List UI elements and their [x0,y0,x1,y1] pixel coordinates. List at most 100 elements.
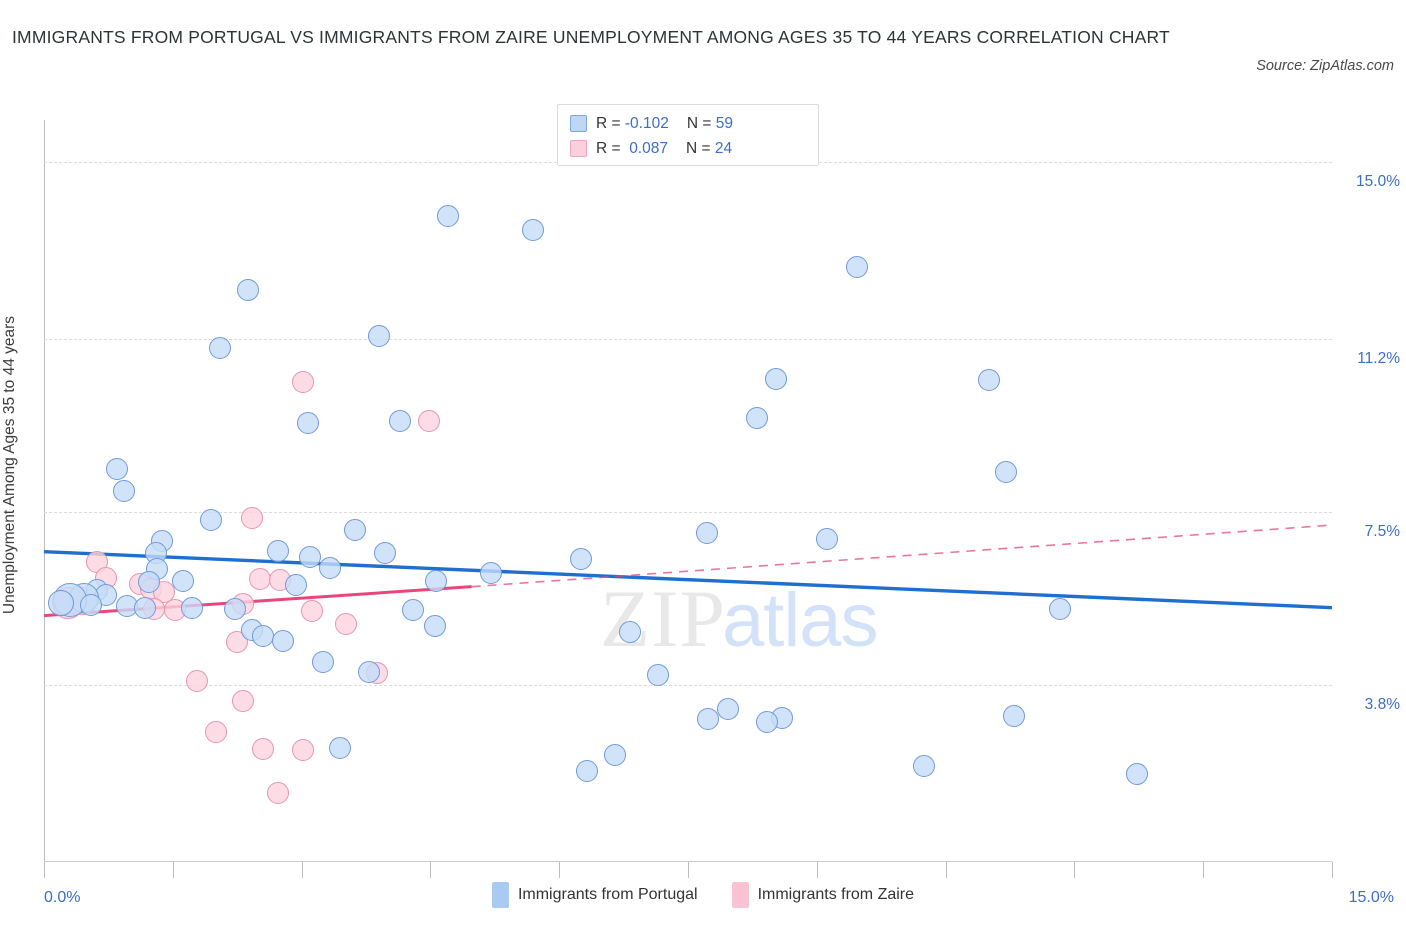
data-point-portugal[interactable] [137,571,160,593]
y-axis-label: 7.5% [1364,523,1400,540]
x-axis-min-label: 0.0% [44,889,81,906]
gridline [44,339,1332,341]
data-point-portugal[interactable] [357,660,380,683]
data-point-zaire[interactable] [335,613,358,635]
data-point-portugal[interactable] [846,255,869,278]
y-axis-title: Unemployment Among Ages 35 to 44 years [1,315,18,615]
data-point-portugal[interactable] [816,528,839,551]
data-point-portugal[interactable] [172,570,195,593]
data-point-portugal[interactable] [367,324,390,347]
y-axis-label: 11.2% [1357,350,1400,368]
data-point-portugal[interactable] [343,518,366,541]
data-point-portugal[interactable] [236,278,259,301]
data-point-zaire[interactable] [185,669,208,692]
data-point-zaire[interactable] [417,410,440,432]
data-point-portugal[interactable] [994,461,1017,484]
data-point-portugal[interactable] [646,664,669,687]
legend-item-zaire[interactable]: Immigrants from Zaire [731,882,915,908]
data-point-zaire[interactable] [240,506,263,529]
data-point-portugal[interactable] [425,569,448,592]
data-point-portugal[interactable] [134,596,157,619]
gridline [44,512,1332,513]
trend-line-portugal [43,549,1333,610]
legend-label-zaire: Immigrants from Zaire [757,886,915,903]
data-point-portugal[interactable] [271,630,294,653]
data-point-zaire[interactable] [292,371,315,394]
legend-color-portugal-icon [491,882,509,908]
data-point-portugal[interactable] [266,540,289,563]
data-point-portugal[interactable] [200,508,223,531]
data-point-portugal[interactable] [604,743,626,766]
data-point-portugal[interactable] [389,410,412,432]
data-point-zaire[interactable] [292,739,315,761]
x-axis-tick [44,862,45,878]
data-point-portugal[interactable] [1126,763,1149,786]
data-point-zaire[interactable] [266,781,289,804]
data-point-portugal[interactable] [479,561,502,584]
x-axis-tick [1332,862,1333,878]
plot-area: ZIPatlas [43,120,1333,878]
x-axis-tick [301,862,303,878]
trend-lines [43,524,1333,618]
x-axis-tick [430,862,432,878]
data-point-portugal[interactable] [180,596,203,619]
data-point-portugal[interactable] [1048,598,1071,621]
data-point-portugal[interactable] [251,624,274,647]
data-point-portugal[interactable] [209,336,232,359]
data-point-portugal[interactable] [318,557,341,579]
y-axis-label: 3.8% [1364,695,1400,713]
data-point-portugal[interactable] [112,480,135,502]
data-point-portugal[interactable] [423,615,446,638]
data-point-portugal[interactable] [717,698,740,721]
page-title: IMMIGRANTS FROM PORTUGAL VS IMMIGRANTS F… [12,27,1170,47]
data-point-portugal[interactable] [695,522,718,545]
data-point-zaire[interactable] [300,599,323,622]
data-point-portugal[interactable] [329,736,352,759]
correlation-text-portugal: R = -0.102 N = 59 [596,114,733,132]
series-legend: Immigrants from Portugal Immigrants from… [0,882,1406,908]
correlation-legend: R = -0.102 N = 59 R = 0.087 N = 24 [557,104,819,166]
data-point-portugal[interactable] [569,547,592,570]
data-point-portugal[interactable] [80,594,103,617]
x-axis-max-label: 15.0% [1348,889,1394,906]
data-point-zaire[interactable] [251,738,274,761]
legend-swatch-zaire [570,140,587,157]
data-point-portugal[interactable] [48,590,75,616]
x-axis-tick [1203,862,1205,878]
data-point-portugal[interactable] [913,755,936,778]
x-axis-tick [945,862,947,878]
gridline [44,684,1332,686]
data-point-portugal[interactable] [284,574,307,597]
data-point-portugal[interactable] [312,651,335,674]
x-axis-tick [688,862,689,878]
data-point-portugal[interactable] [522,218,545,241]
data-point-portugal[interactable] [618,621,641,644]
legend-item-portugal[interactable]: Immigrants from Portugal [491,882,698,908]
data-point-portugal[interactable] [105,458,128,481]
data-point-portugal[interactable] [402,599,425,621]
data-point-portugal[interactable] [755,711,778,733]
trend-line-zaire-solid [43,585,472,618]
data-point-portugal[interactable] [297,412,320,435]
data-point-zaire[interactable] [204,721,227,744]
data-point-portugal[interactable] [977,368,1000,391]
data-point-portugal[interactable] [299,546,322,569]
data-point-portugal[interactable] [764,367,787,390]
data-point-portugal[interactable] [745,406,768,429]
x-axis-line [44,861,1332,862]
trend-line-zaire-dashed [471,524,1333,588]
data-point-portugal[interactable] [1003,705,1026,728]
data-point-zaire[interactable] [249,567,272,590]
data-point-portugal[interactable] [373,542,396,565]
data-point-portugal[interactable] [696,707,719,730]
data-point-zaire[interactable] [232,690,255,712]
data-point-portugal[interactable] [436,204,459,227]
data-point-portugal[interactable] [223,597,246,620]
data-point-portugal[interactable] [575,760,598,782]
data-point-zaire[interactable] [153,581,176,604]
legend-label-portugal: Immigrants from Portugal [517,886,698,903]
x-axis-tick [816,862,818,878]
y-axis-line [44,120,45,862]
correlation-row-zaire: R = 0.087 N = 24 [570,136,808,161]
x-axis-tick [559,862,561,878]
